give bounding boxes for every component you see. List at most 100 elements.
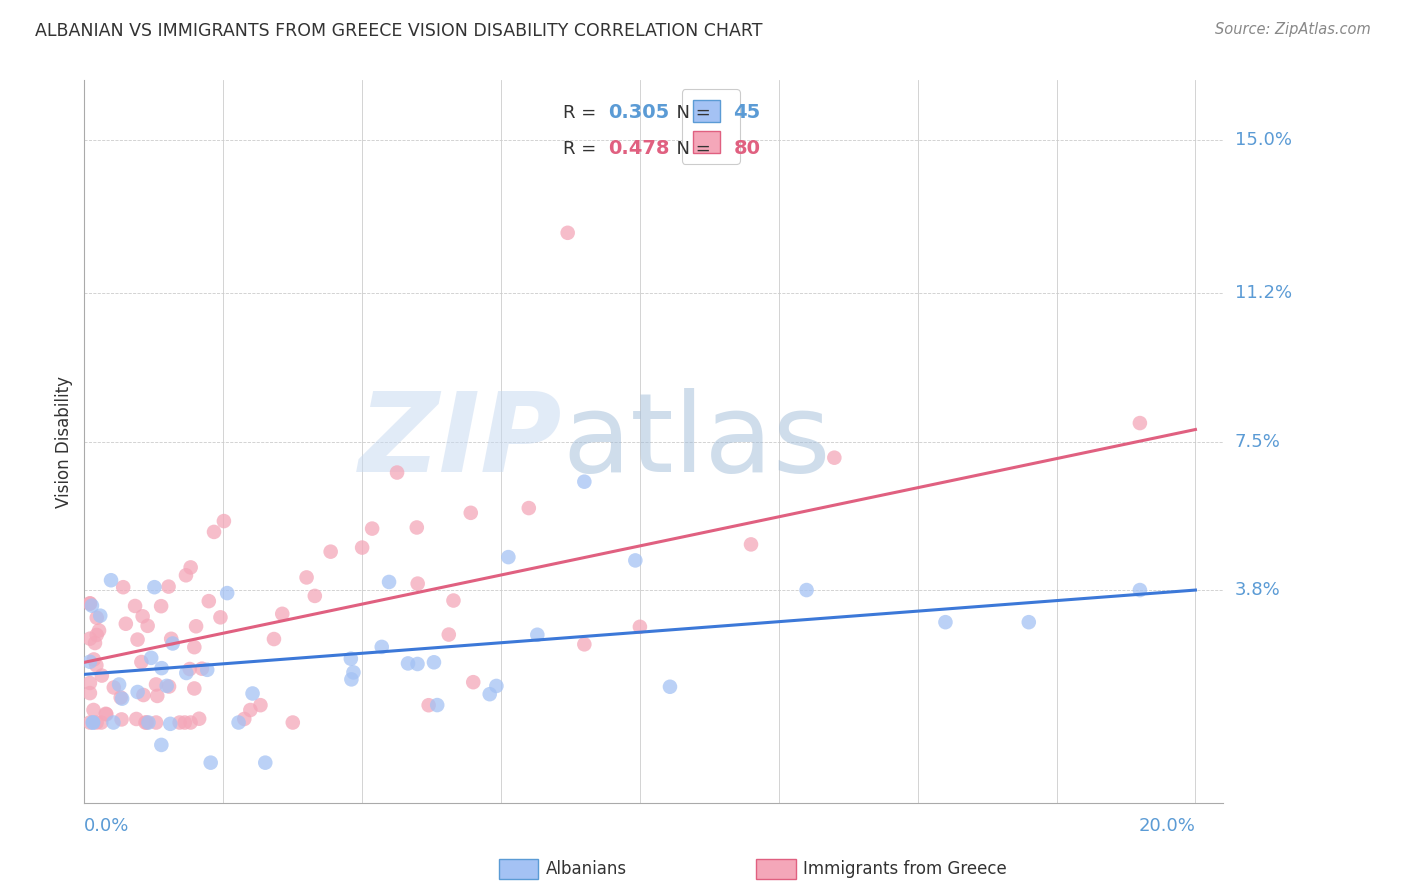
Point	[249, 698, 271, 713]
Point	[202, 524, 225, 539]
Point	[217, 586, 239, 600]
Point	[934, 615, 956, 630]
Point	[173, 715, 195, 730]
Point	[361, 522, 384, 536]
Point	[340, 673, 363, 687]
Point	[150, 738, 173, 752]
Point	[145, 715, 167, 730]
Point	[1129, 583, 1152, 598]
Point	[574, 475, 596, 489]
Point	[110, 713, 132, 727]
Text: ZIP: ZIP	[359, 388, 562, 495]
Text: 0.305: 0.305	[609, 103, 669, 122]
Point	[371, 640, 394, 654]
Point	[628, 620, 651, 634]
Point	[498, 550, 520, 565]
Point	[82, 715, 104, 730]
Y-axis label: Vision Disability: Vision Disability	[55, 376, 73, 508]
Point	[125, 712, 148, 726]
Point	[352, 541, 374, 555]
Text: Immigrants from Greece: Immigrants from Greece	[803, 860, 1007, 878]
Point	[150, 661, 173, 675]
Point	[271, 607, 294, 621]
Point	[108, 677, 131, 691]
Point	[254, 756, 277, 770]
Point	[79, 597, 101, 611]
Point	[162, 636, 184, 650]
Text: N =: N =	[665, 103, 717, 122]
Text: 15.0%: 15.0%	[1234, 131, 1292, 150]
Point	[557, 226, 579, 240]
Point	[183, 681, 205, 696]
Point	[138, 715, 160, 730]
Point	[86, 658, 108, 673]
Point	[157, 580, 180, 594]
Point	[485, 679, 508, 693]
Point	[184, 619, 207, 633]
Point	[84, 636, 107, 650]
Point	[319, 544, 342, 558]
Text: 11.2%: 11.2%	[1234, 284, 1292, 302]
Point	[406, 657, 429, 671]
Point	[423, 655, 446, 669]
Point	[100, 573, 122, 587]
Point	[79, 632, 101, 646]
Point	[87, 624, 110, 638]
Point	[83, 652, 105, 666]
Point	[146, 689, 169, 703]
Point	[90, 668, 112, 682]
Point	[517, 501, 540, 516]
Point	[110, 690, 132, 705]
Point	[195, 663, 218, 677]
Point	[263, 632, 285, 646]
Point	[188, 712, 211, 726]
Point	[90, 715, 112, 730]
Point	[183, 640, 205, 655]
Point	[136, 619, 159, 633]
Text: 3.8%: 3.8%	[1234, 581, 1281, 599]
Text: 20.0%: 20.0%	[1139, 817, 1195, 835]
Point	[79, 596, 101, 610]
Point	[80, 599, 103, 613]
Point	[127, 632, 149, 647]
Point	[574, 637, 596, 651]
Point	[111, 691, 134, 706]
Point	[94, 706, 117, 721]
Point	[340, 651, 363, 665]
Text: N =: N =	[665, 140, 717, 158]
Point	[406, 576, 429, 591]
Point	[157, 680, 180, 694]
Point	[179, 662, 201, 676]
Point	[82, 715, 104, 730]
Text: 0.478: 0.478	[609, 139, 669, 159]
Point	[145, 677, 167, 691]
Text: 45: 45	[734, 103, 761, 122]
Point	[160, 632, 183, 646]
Point	[478, 687, 501, 701]
Point	[159, 716, 181, 731]
Point	[437, 627, 460, 641]
Point	[200, 756, 222, 770]
Point	[295, 570, 318, 584]
Point	[304, 589, 326, 603]
Point	[378, 574, 401, 589]
Point	[796, 583, 818, 598]
Point	[103, 681, 125, 695]
Point	[86, 715, 108, 730]
Point	[89, 608, 111, 623]
Point	[174, 568, 197, 582]
Point	[659, 680, 682, 694]
Point	[131, 609, 153, 624]
Point	[114, 616, 136, 631]
Point	[191, 662, 214, 676]
Point	[156, 679, 179, 693]
Point	[212, 514, 235, 528]
Text: 7.5%: 7.5%	[1234, 433, 1281, 450]
Point	[443, 593, 465, 607]
Point	[1129, 416, 1152, 430]
Point	[135, 715, 157, 730]
Point	[396, 657, 419, 671]
Legend: , : ,	[682, 89, 740, 164]
Point	[426, 698, 449, 712]
Point	[79, 715, 101, 730]
